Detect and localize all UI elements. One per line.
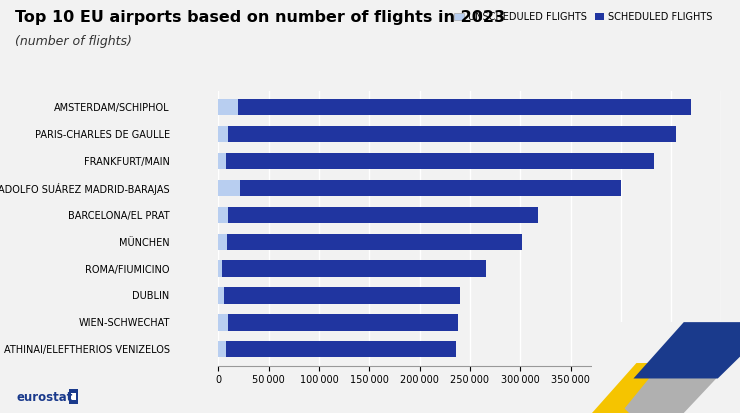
Bar xyxy=(218,126,676,142)
Bar xyxy=(240,180,621,196)
Bar xyxy=(218,180,621,196)
Polygon shape xyxy=(625,354,722,413)
Bar xyxy=(226,341,456,357)
Bar xyxy=(218,234,522,250)
Bar xyxy=(71,393,76,400)
Bar xyxy=(222,261,486,277)
Polygon shape xyxy=(592,363,699,413)
Bar xyxy=(218,287,460,304)
Text: eurostat: eurostat xyxy=(16,391,73,404)
Bar xyxy=(229,314,458,330)
Bar xyxy=(229,126,676,142)
Bar xyxy=(218,206,538,223)
Legend: UNSCHEDULED FLIGHTS, SCHEDULED FLIGHTS: UNSCHEDULED FLIGHTS, SCHEDULED FLIGHTS xyxy=(451,8,716,26)
Bar xyxy=(227,234,522,250)
Bar xyxy=(218,153,654,169)
Polygon shape xyxy=(633,322,740,378)
Bar xyxy=(218,99,691,115)
Bar xyxy=(218,314,458,330)
Text: Top 10 EU airports based on number of flights in 2023: Top 10 EU airports based on number of fl… xyxy=(15,10,505,25)
Text: (number of flights): (number of flights) xyxy=(15,35,132,48)
Bar xyxy=(226,153,654,169)
Bar xyxy=(229,206,538,223)
Bar xyxy=(224,287,460,304)
Bar xyxy=(218,341,456,357)
Bar xyxy=(218,261,486,277)
Bar xyxy=(238,99,691,115)
